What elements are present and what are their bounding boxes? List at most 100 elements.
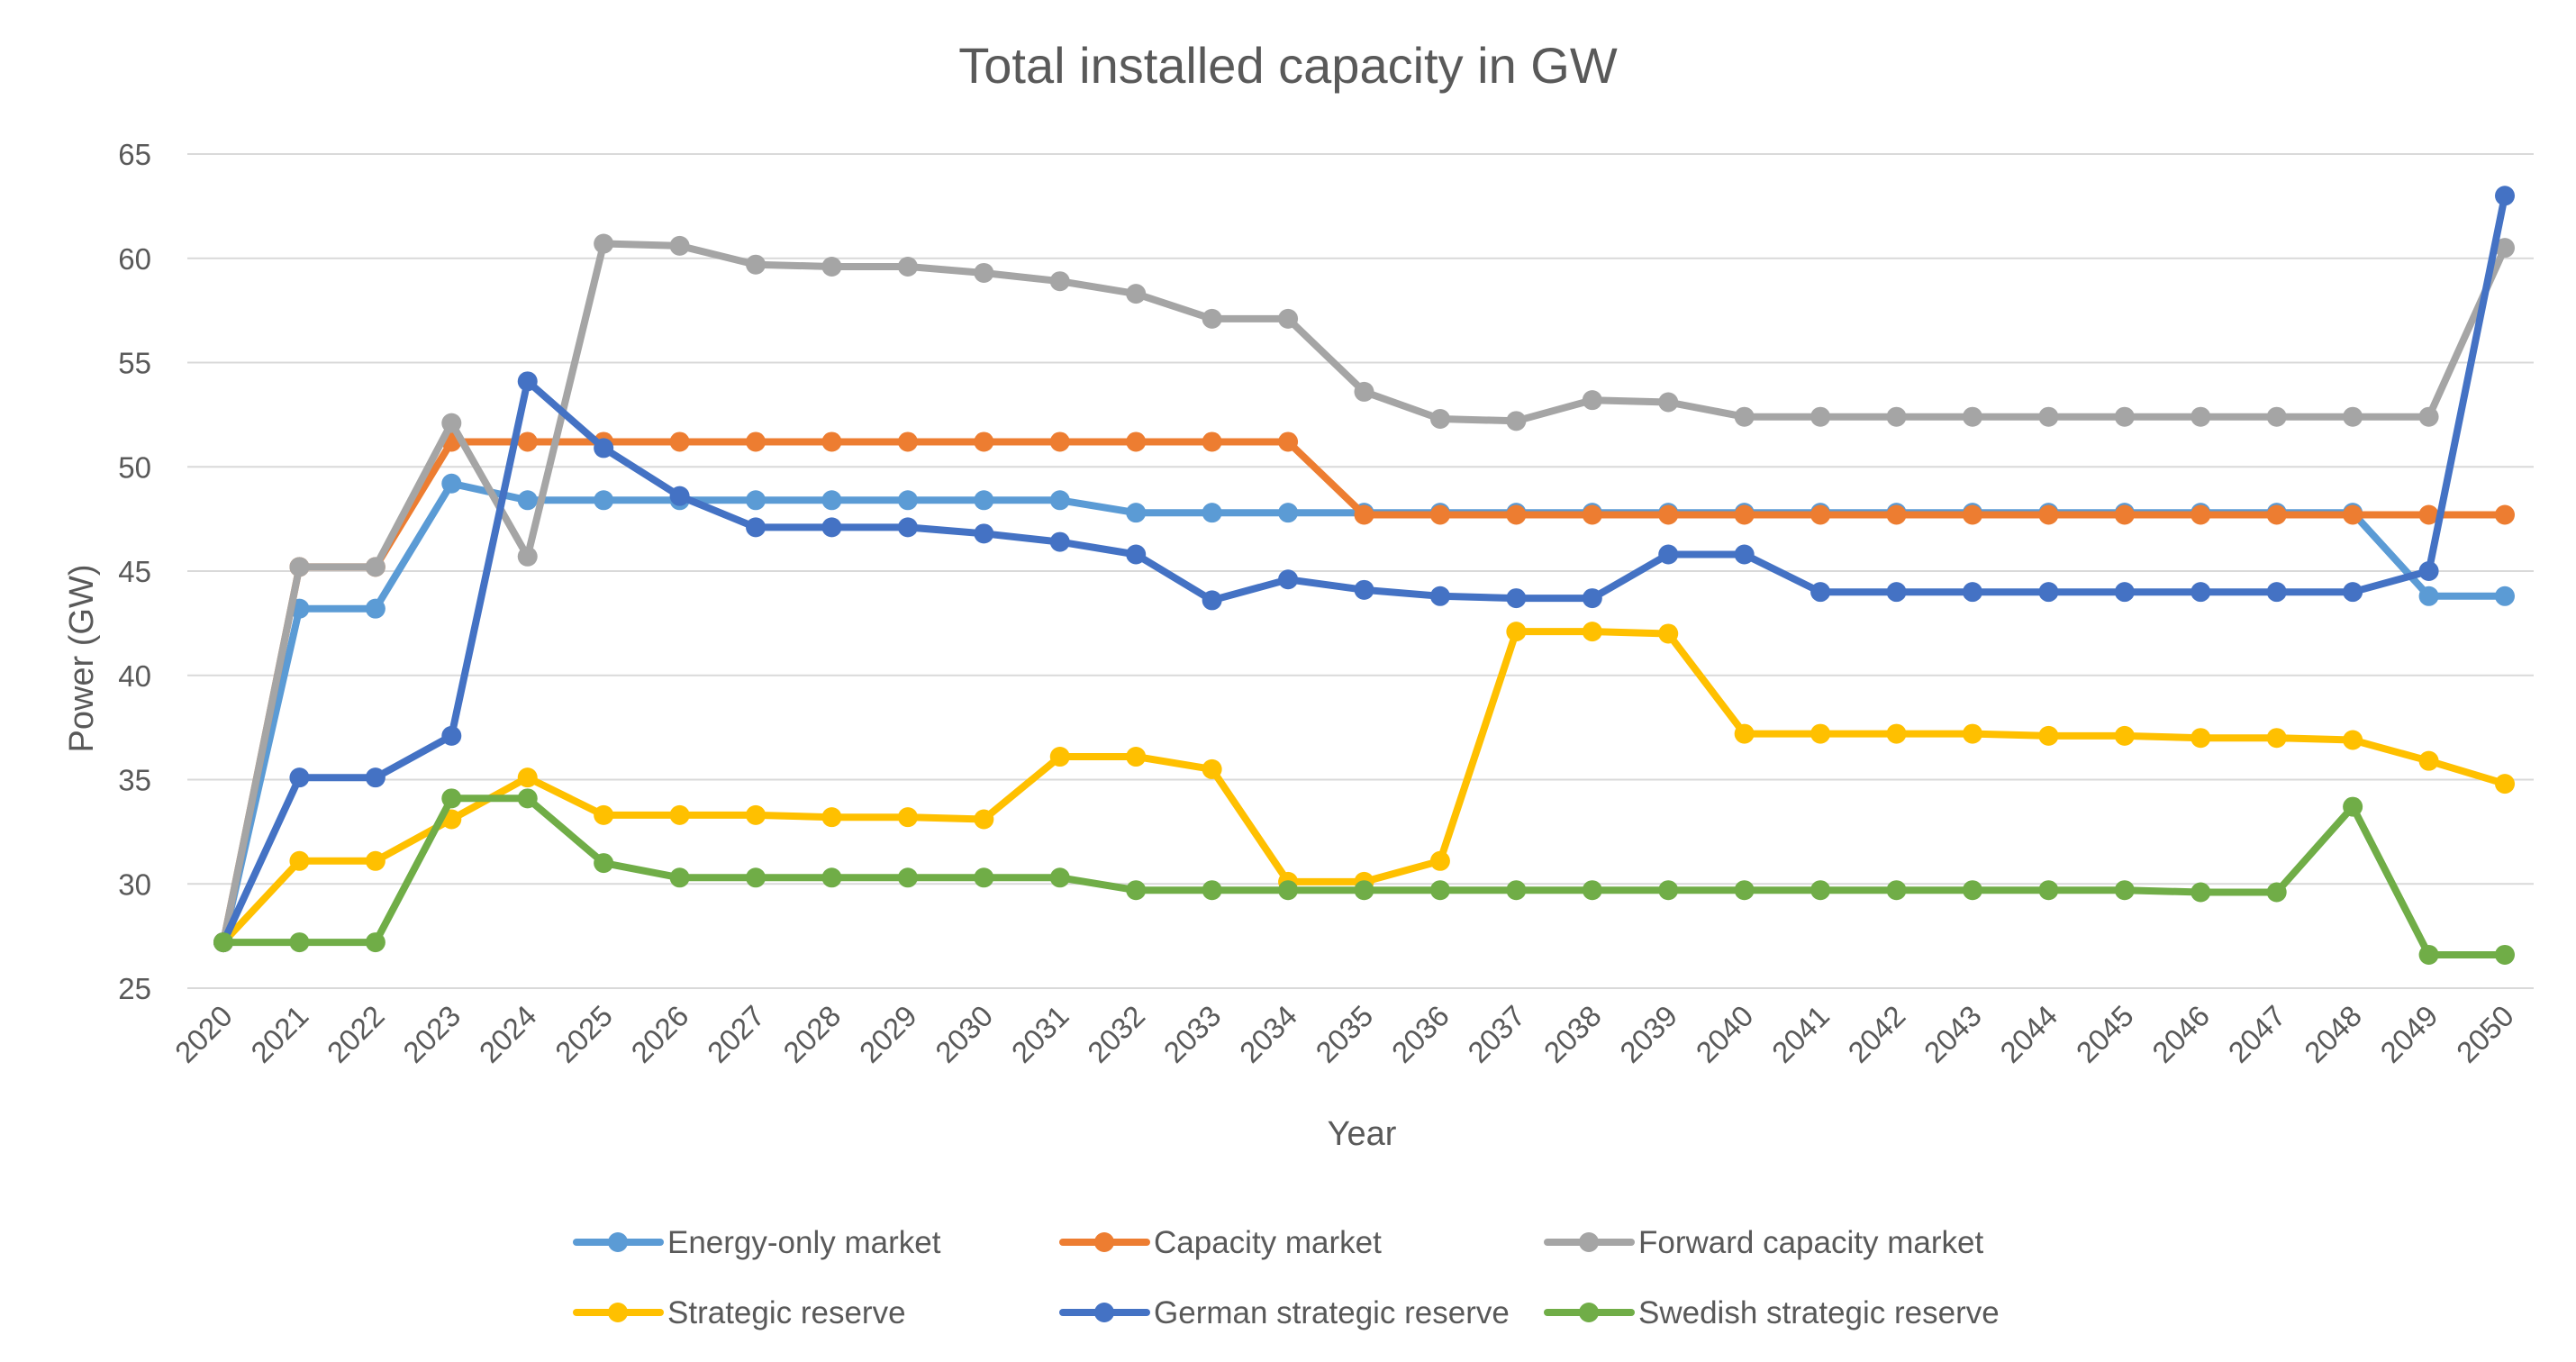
data-point bbox=[2495, 238, 2515, 259]
data-point bbox=[289, 932, 310, 953]
data-point bbox=[821, 807, 842, 828]
data-point bbox=[2495, 774, 2515, 794]
legend-swatch-marker bbox=[1579, 1232, 1599, 1252]
data-point bbox=[1886, 582, 1907, 603]
legend: Energy-only market Capacity market Forward… bbox=[573, 1225, 2000, 1330]
legend-label: Swedish strategic reserve bbox=[1638, 1295, 2000, 1330]
x-tick-label: 2032 bbox=[1081, 999, 1151, 1069]
y-tick-label: 30 bbox=[118, 867, 151, 901]
data-point bbox=[2191, 406, 2211, 427]
data-point bbox=[2495, 504, 2515, 525]
data-point bbox=[2495, 186, 2515, 206]
data-point bbox=[2191, 504, 2211, 525]
data-point bbox=[517, 788, 538, 809]
x-tick-label: 2027 bbox=[701, 999, 771, 1069]
data-point bbox=[594, 804, 614, 825]
series-forward-capacity-market bbox=[213, 233, 2515, 953]
data-point bbox=[2418, 586, 2439, 606]
data-point bbox=[746, 517, 766, 538]
data-point bbox=[1202, 308, 1222, 329]
data-point bbox=[1734, 544, 1755, 565]
data-point bbox=[974, 523, 994, 544]
data-point bbox=[897, 867, 918, 888]
x-tick-label: 2043 bbox=[1918, 999, 1988, 1069]
data-point bbox=[2038, 725, 2059, 746]
data-point bbox=[441, 788, 462, 809]
data-point bbox=[897, 807, 918, 828]
x-axis-title: Year bbox=[1328, 1115, 1397, 1153]
data-point bbox=[1202, 590, 1222, 611]
data-point bbox=[746, 490, 766, 511]
data-point bbox=[594, 853, 614, 874]
legend-item: Forward capacity market bbox=[1544, 1225, 1983, 1260]
data-point bbox=[365, 932, 385, 953]
data-point bbox=[517, 371, 538, 392]
data-point bbox=[2191, 882, 2211, 903]
data-point bbox=[2418, 406, 2439, 427]
x-tick-label: 2026 bbox=[624, 999, 694, 1069]
data-point bbox=[2418, 504, 2439, 525]
x-tick-label: 2040 bbox=[1690, 999, 1760, 1069]
y-axis-title: Power (GW) bbox=[63, 565, 101, 753]
data-point bbox=[365, 557, 385, 577]
data-point bbox=[746, 804, 766, 825]
data-point bbox=[365, 767, 385, 788]
data-point bbox=[897, 257, 918, 277]
data-point bbox=[1810, 582, 1831, 603]
series-group bbox=[213, 186, 2515, 965]
data-point bbox=[517, 431, 538, 452]
data-point bbox=[1278, 308, 1299, 329]
data-point bbox=[517, 490, 538, 511]
data-point bbox=[1354, 381, 1374, 402]
data-point bbox=[2266, 582, 2287, 603]
data-point bbox=[1278, 431, 1299, 452]
data-point bbox=[2418, 944, 2439, 965]
data-point bbox=[1962, 880, 1982, 901]
x-tick-label: 2031 bbox=[1005, 999, 1075, 1069]
legend-swatch-marker bbox=[1094, 1232, 1114, 1252]
data-point bbox=[1810, 723, 1831, 744]
x-tick-label: 2025 bbox=[549, 999, 619, 1069]
data-point bbox=[289, 850, 310, 871]
x-tick-label: 2036 bbox=[1385, 999, 1456, 1069]
x-tick-label: 2048 bbox=[2298, 999, 2368, 1069]
data-point bbox=[2114, 725, 2135, 746]
data-point bbox=[897, 490, 918, 511]
data-point bbox=[1126, 503, 1147, 523]
data-point bbox=[1734, 406, 1755, 427]
data-point bbox=[1049, 747, 1070, 767]
x-tick-label: 2049 bbox=[2373, 999, 2444, 1069]
legend-item: Strategic reserve bbox=[573, 1295, 906, 1330]
data-point bbox=[441, 473, 462, 494]
x-tick-label: 2037 bbox=[1461, 999, 1531, 1069]
data-point bbox=[289, 767, 310, 788]
data-point bbox=[2418, 750, 2439, 771]
gridlines bbox=[187, 153, 2534, 989]
y-tick-label: 45 bbox=[118, 555, 151, 588]
data-point bbox=[1810, 406, 1831, 427]
x-tick-label: 2034 bbox=[1233, 999, 1303, 1069]
data-point bbox=[1049, 271, 1070, 292]
x-tick-label: 2035 bbox=[1309, 999, 1379, 1069]
x-tick-label: 2023 bbox=[396, 999, 467, 1069]
data-point bbox=[1278, 880, 1299, 901]
data-point bbox=[2114, 504, 2135, 525]
data-point bbox=[974, 262, 994, 283]
x-tick-label: 2041 bbox=[1765, 999, 1836, 1069]
data-point bbox=[746, 431, 766, 452]
data-point bbox=[669, 867, 690, 888]
y-tick-label: 40 bbox=[118, 659, 151, 693]
data-point bbox=[1886, 723, 1907, 744]
series-swedish-strategic-reserve bbox=[213, 788, 2515, 965]
x-tick-label: 2045 bbox=[2070, 999, 2140, 1069]
data-point bbox=[746, 254, 766, 275]
x-tick-label: 2042 bbox=[1841, 999, 1911, 1069]
data-point bbox=[1962, 504, 1982, 525]
data-point bbox=[669, 804, 690, 825]
data-point bbox=[1582, 622, 1602, 642]
data-point bbox=[2266, 406, 2287, 427]
data-point bbox=[1582, 588, 1602, 609]
legend-swatch-marker bbox=[608, 1232, 628, 1252]
y-tick-label: 50 bbox=[118, 450, 151, 484]
data-point bbox=[594, 438, 614, 459]
